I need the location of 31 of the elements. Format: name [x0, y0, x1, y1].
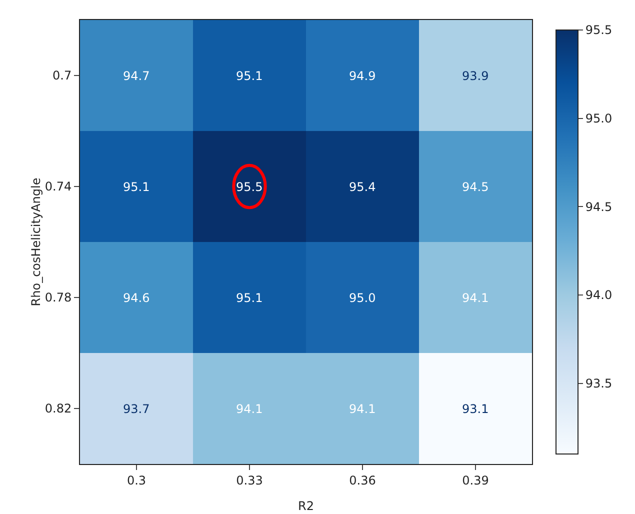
x-tick-label: 0.39 [462, 473, 489, 488]
data-label: 93.9 [462, 69, 489, 83]
data-label: 93.1 [462, 402, 489, 416]
x-tick-label: 0.3 [126, 473, 146, 488]
data-label: 95.0 [349, 291, 376, 305]
color-bar-label: 95.5 [585, 23, 612, 38]
color-bar-label: 95.0 [585, 112, 612, 126]
data-label: 94.6 [123, 291, 150, 305]
color-bar-label: 94.5 [585, 200, 612, 214]
data-label: 94.1 [462, 291, 489, 305]
data-label: 95.1 [236, 291, 263, 305]
x-axis-title: R2 [298, 499, 314, 513]
color-bar-label: 94.0 [585, 288, 612, 302]
data-label: 95.5 [236, 180, 263, 194]
data-label: 94.9 [349, 69, 376, 83]
y-tick-label: 0.82 [44, 402, 72, 416]
x-tick-label: 0.33 [236, 473, 263, 488]
y-axis-title: Rho_cosHelicityAngle [28, 178, 43, 306]
data-label: 94.5 [462, 180, 489, 194]
data-label: 94.1 [349, 402, 376, 416]
data-label: 94.1 [236, 402, 263, 416]
color-bar-label: 93.5 [585, 376, 612, 391]
data-label: 95.1 [236, 69, 263, 83]
y-tick-label: 0.7 [52, 68, 72, 83]
data-label: 95.4 [349, 180, 376, 194]
y-tick-label: 0.74 [44, 180, 72, 194]
x-tick-label: 0.36 [349, 473, 376, 488]
data-label: 93.7 [123, 402, 150, 416]
data-label: 95.1 [123, 180, 150, 194]
y-tick-label: 0.78 [44, 290, 72, 305]
data-label: 94.7 [123, 69, 150, 83]
